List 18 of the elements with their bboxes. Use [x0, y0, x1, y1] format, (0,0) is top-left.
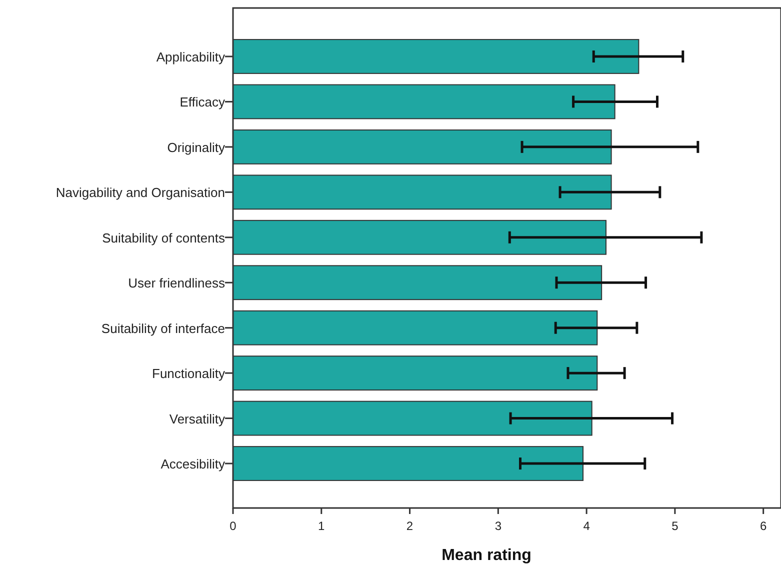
y-tick-label: Accesibility [160, 456, 226, 472]
x-tick-label: 5 [672, 519, 679, 533]
y-tick-label: Functionality [152, 366, 226, 382]
y-tick-label: Efficacy [180, 94, 226, 110]
y-tick-label: Suitability of contents [102, 230, 226, 246]
y-tick-label: Applicability [156, 49, 226, 64]
x-tick-label: 0 [230, 519, 237, 533]
x-tick-label: 2 [406, 519, 414, 533]
y-tick-label: Versatility [169, 411, 226, 426]
x-tick-label: 6 [760, 519, 767, 533]
y-tick-label: User friendliness [128, 276, 226, 291]
y-tick-label: Originality [167, 140, 226, 155]
y-tick-label: Navigability and Organisation [56, 185, 225, 200]
x-tick-label: 3 [494, 519, 502, 533]
x-tick-label: 1 [318, 519, 326, 533]
x-tick-label: 4 [583, 519, 590, 533]
x-axis-title: Mean rating [442, 547, 532, 564]
y-tick-label: Suitability of interface [101, 320, 225, 336]
